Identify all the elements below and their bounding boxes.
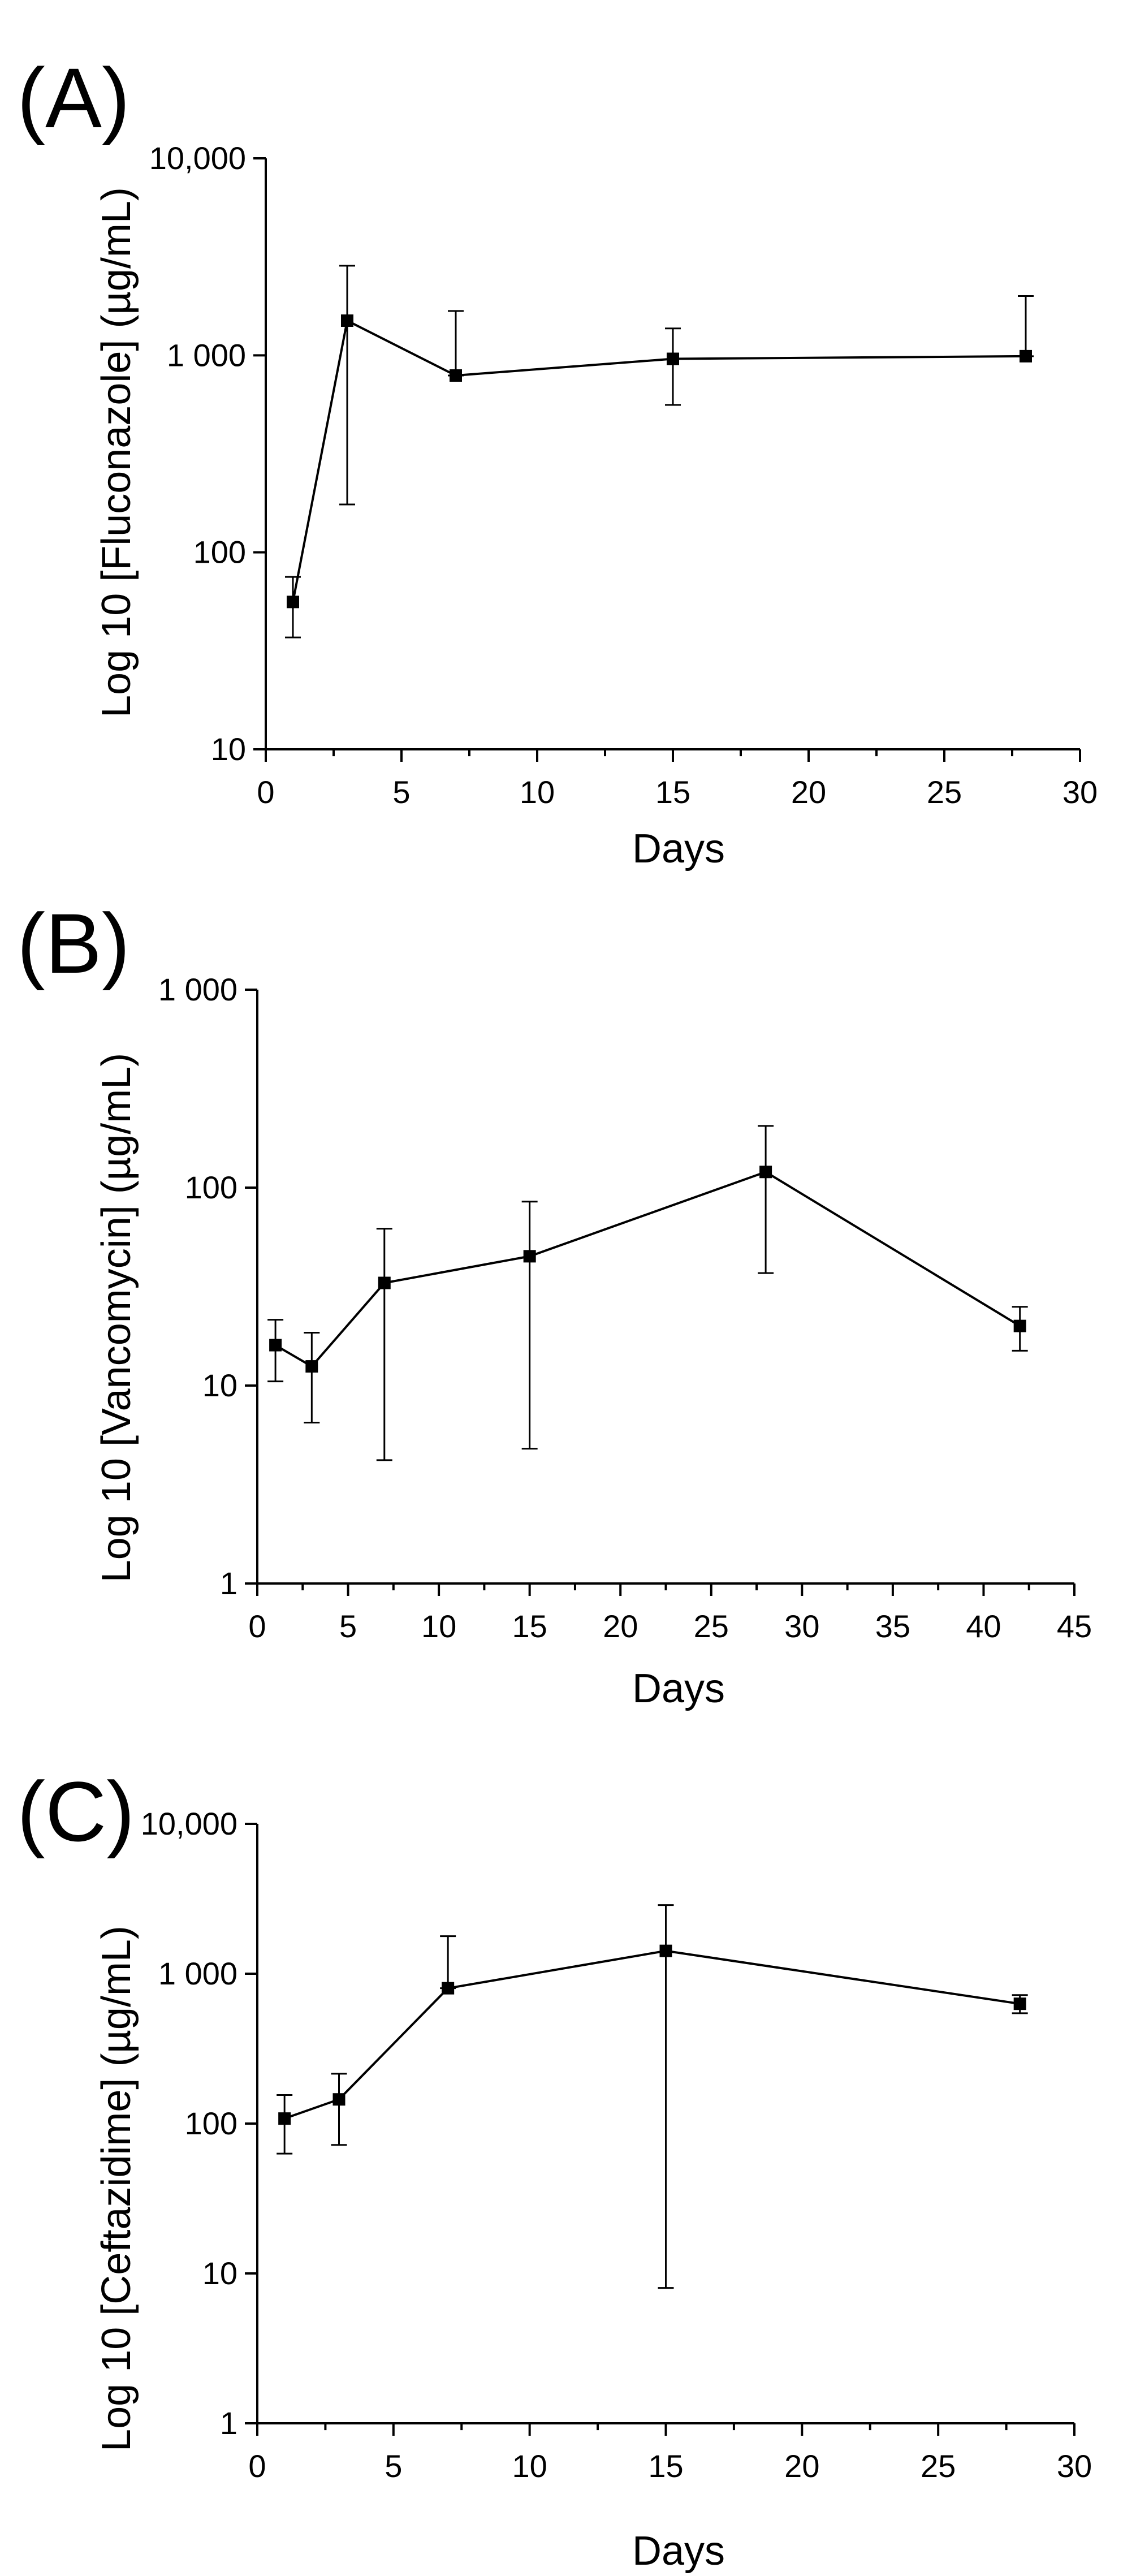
x-tick-label: 10 — [520, 774, 555, 810]
panel-c-y-axis-label: Log 10 [Ceftazidime] (µg/mL) — [94, 1926, 139, 2452]
x-tick-label: 0 — [248, 1608, 266, 1644]
panel-a-x-axis-label: Days — [632, 826, 725, 871]
x-tick-label: 30 — [1057, 2448, 1092, 2484]
data-point — [523, 1250, 536, 1263]
x-tick-label: 10 — [512, 2448, 547, 2484]
y-tick-label: 1 — [220, 1565, 237, 1601]
error-bar — [304, 1331, 320, 1423]
x-tick-label: 20 — [603, 1608, 638, 1644]
x-tick-label: 40 — [966, 1608, 1001, 1644]
y-tick-label: 100 — [185, 2105, 237, 2141]
x-tick-label: 20 — [784, 2448, 819, 2484]
data-point — [659, 1944, 672, 1957]
x-tick-label: 0 — [257, 774, 274, 810]
panel-c-label: (C) — [17, 1764, 135, 1859]
x-tick-label: 5 — [385, 2448, 402, 2484]
error-bar — [658, 1904, 674, 2289]
data-point — [341, 314, 353, 327]
data-point — [1013, 1319, 1026, 1332]
y-tick-label: 100 — [185, 1170, 237, 1205]
x-tick-label: 30 — [784, 1608, 819, 1644]
x-tick-label: 15 — [655, 774, 690, 810]
y-tick-label: 10,000 — [141, 1806, 237, 1841]
data-point — [305, 1360, 318, 1373]
data-point — [278, 2112, 291, 2125]
y-tick-label: 1 000 — [158, 1956, 237, 1991]
x-tick-label: 30 — [1062, 774, 1098, 810]
data-point — [450, 369, 462, 382]
panel-a-y-axis-label: Log 10 [Fluconazole] (µg/mL) — [94, 187, 139, 718]
x-tick-label: 5 — [392, 774, 410, 810]
y-tick-label: 10,000 — [149, 140, 246, 176]
data-point — [287, 596, 299, 609]
panel-a: (A) Log 10 [Fluconazole] (µg/mL) Days 0 5… — [17, 50, 1098, 871]
data-point — [269, 1339, 282, 1352]
x-tick-label: 5 — [339, 1608, 357, 1644]
error-bar — [521, 1201, 538, 1450]
error-bar — [331, 2073, 347, 2146]
panel-b-y-axis-label: Log 10 [Vancomycin] (µg/mL) — [94, 1053, 139, 1583]
panel-b-x-axis-label: Days — [632, 1666, 725, 1711]
x-tick-label: 25 — [921, 2448, 956, 2484]
y-tick-label: 1 000 — [158, 972, 237, 1007]
y-tick-label: 10 — [202, 1367, 237, 1403]
error-bar — [758, 1125, 774, 1274]
panel-c: (C) Log 10 [Ceftazidime] (µg/mL) Days 0 5… — [17, 1764, 1092, 2574]
x-tick-label: 25 — [927, 774, 962, 810]
x-tick-label: 25 — [694, 1608, 729, 1644]
x-tick-label: 0 — [248, 2448, 266, 2484]
data-point — [442, 1982, 455, 1995]
panel-b-plot: 0 5 10 15 20 25 30 35 40 45 1 10 100 1 000 — [158, 972, 1092, 1644]
panel-a-label: (A) — [17, 50, 130, 145]
x-tick-label: 20 — [791, 774, 826, 810]
y-tick-label: 10 — [211, 731, 246, 767]
x-tick-label: 15 — [512, 1608, 547, 1644]
panel-c-plot: 0 5 10 15 20 25 30 1 10 100 1 000 10,000 — [141, 1806, 1092, 2484]
panel-b: (B) Log 10 [Vancomycin] (µg/mL) Days 0 5 1… — [17, 896, 1092, 1711]
data-point — [1013, 1997, 1026, 2010]
x-tick-label: 15 — [648, 2448, 683, 2484]
error-bar — [339, 265, 355, 506]
x-tick-label: 35 — [875, 1608, 910, 1644]
data-point — [759, 1166, 772, 1179]
data-point — [378, 1276, 391, 1289]
x-tick-label: 10 — [421, 1608, 456, 1644]
y-tick-label: 100 — [193, 534, 246, 570]
y-tick-label: 1 000 — [167, 337, 246, 373]
panel-a-plot: 0 5 10 15 20 25 30 10 100 1 000 10,000 — [149, 140, 1098, 810]
panel-b-label: (B) — [17, 896, 130, 991]
x-tick-label: 45 — [1057, 1608, 1092, 1644]
y-tick-label: 1 — [220, 2405, 237, 2441]
error-bar — [376, 1228, 392, 1461]
data-point — [332, 2093, 345, 2106]
panel-c-x-axis-label: Days — [632, 2528, 725, 2574]
data-point — [1020, 349, 1032, 363]
error-bar — [665, 327, 681, 406]
data-point — [667, 352, 679, 365]
y-tick-label: 10 — [202, 2255, 237, 2291]
